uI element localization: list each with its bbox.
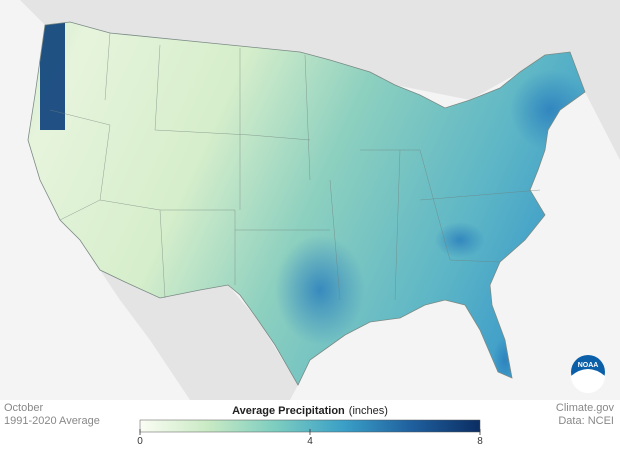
noaa-logo-wave <box>571 369 605 393</box>
state-borders <box>49 32 541 301</box>
data-label: Data: NCEI <box>558 415 614 427</box>
wet-region <box>275 235 365 345</box>
colorbar-tick-label: 8 <box>477 436 483 447</box>
canada <box>0 0 620 160</box>
source-label: Climate.gov <box>556 402 615 414</box>
wet-region <box>435 222 485 258</box>
mexico <box>100 270 298 400</box>
legend-unit: (inches) <box>349 405 388 417</box>
legend-title: Average Precipitation (inches) <box>232 405 388 417</box>
colorbar-tick-label: 4 <box>307 436 313 447</box>
month-label: October <box>4 402 43 414</box>
wet-region <box>40 22 65 130</box>
period-label: 1991-2020 Average <box>4 415 100 427</box>
legend-title-text: Average Precipitation <box>232 405 345 417</box>
logo-text: NOAA <box>578 362 599 369</box>
colorbar-tick-label: 0 <box>137 436 143 447</box>
